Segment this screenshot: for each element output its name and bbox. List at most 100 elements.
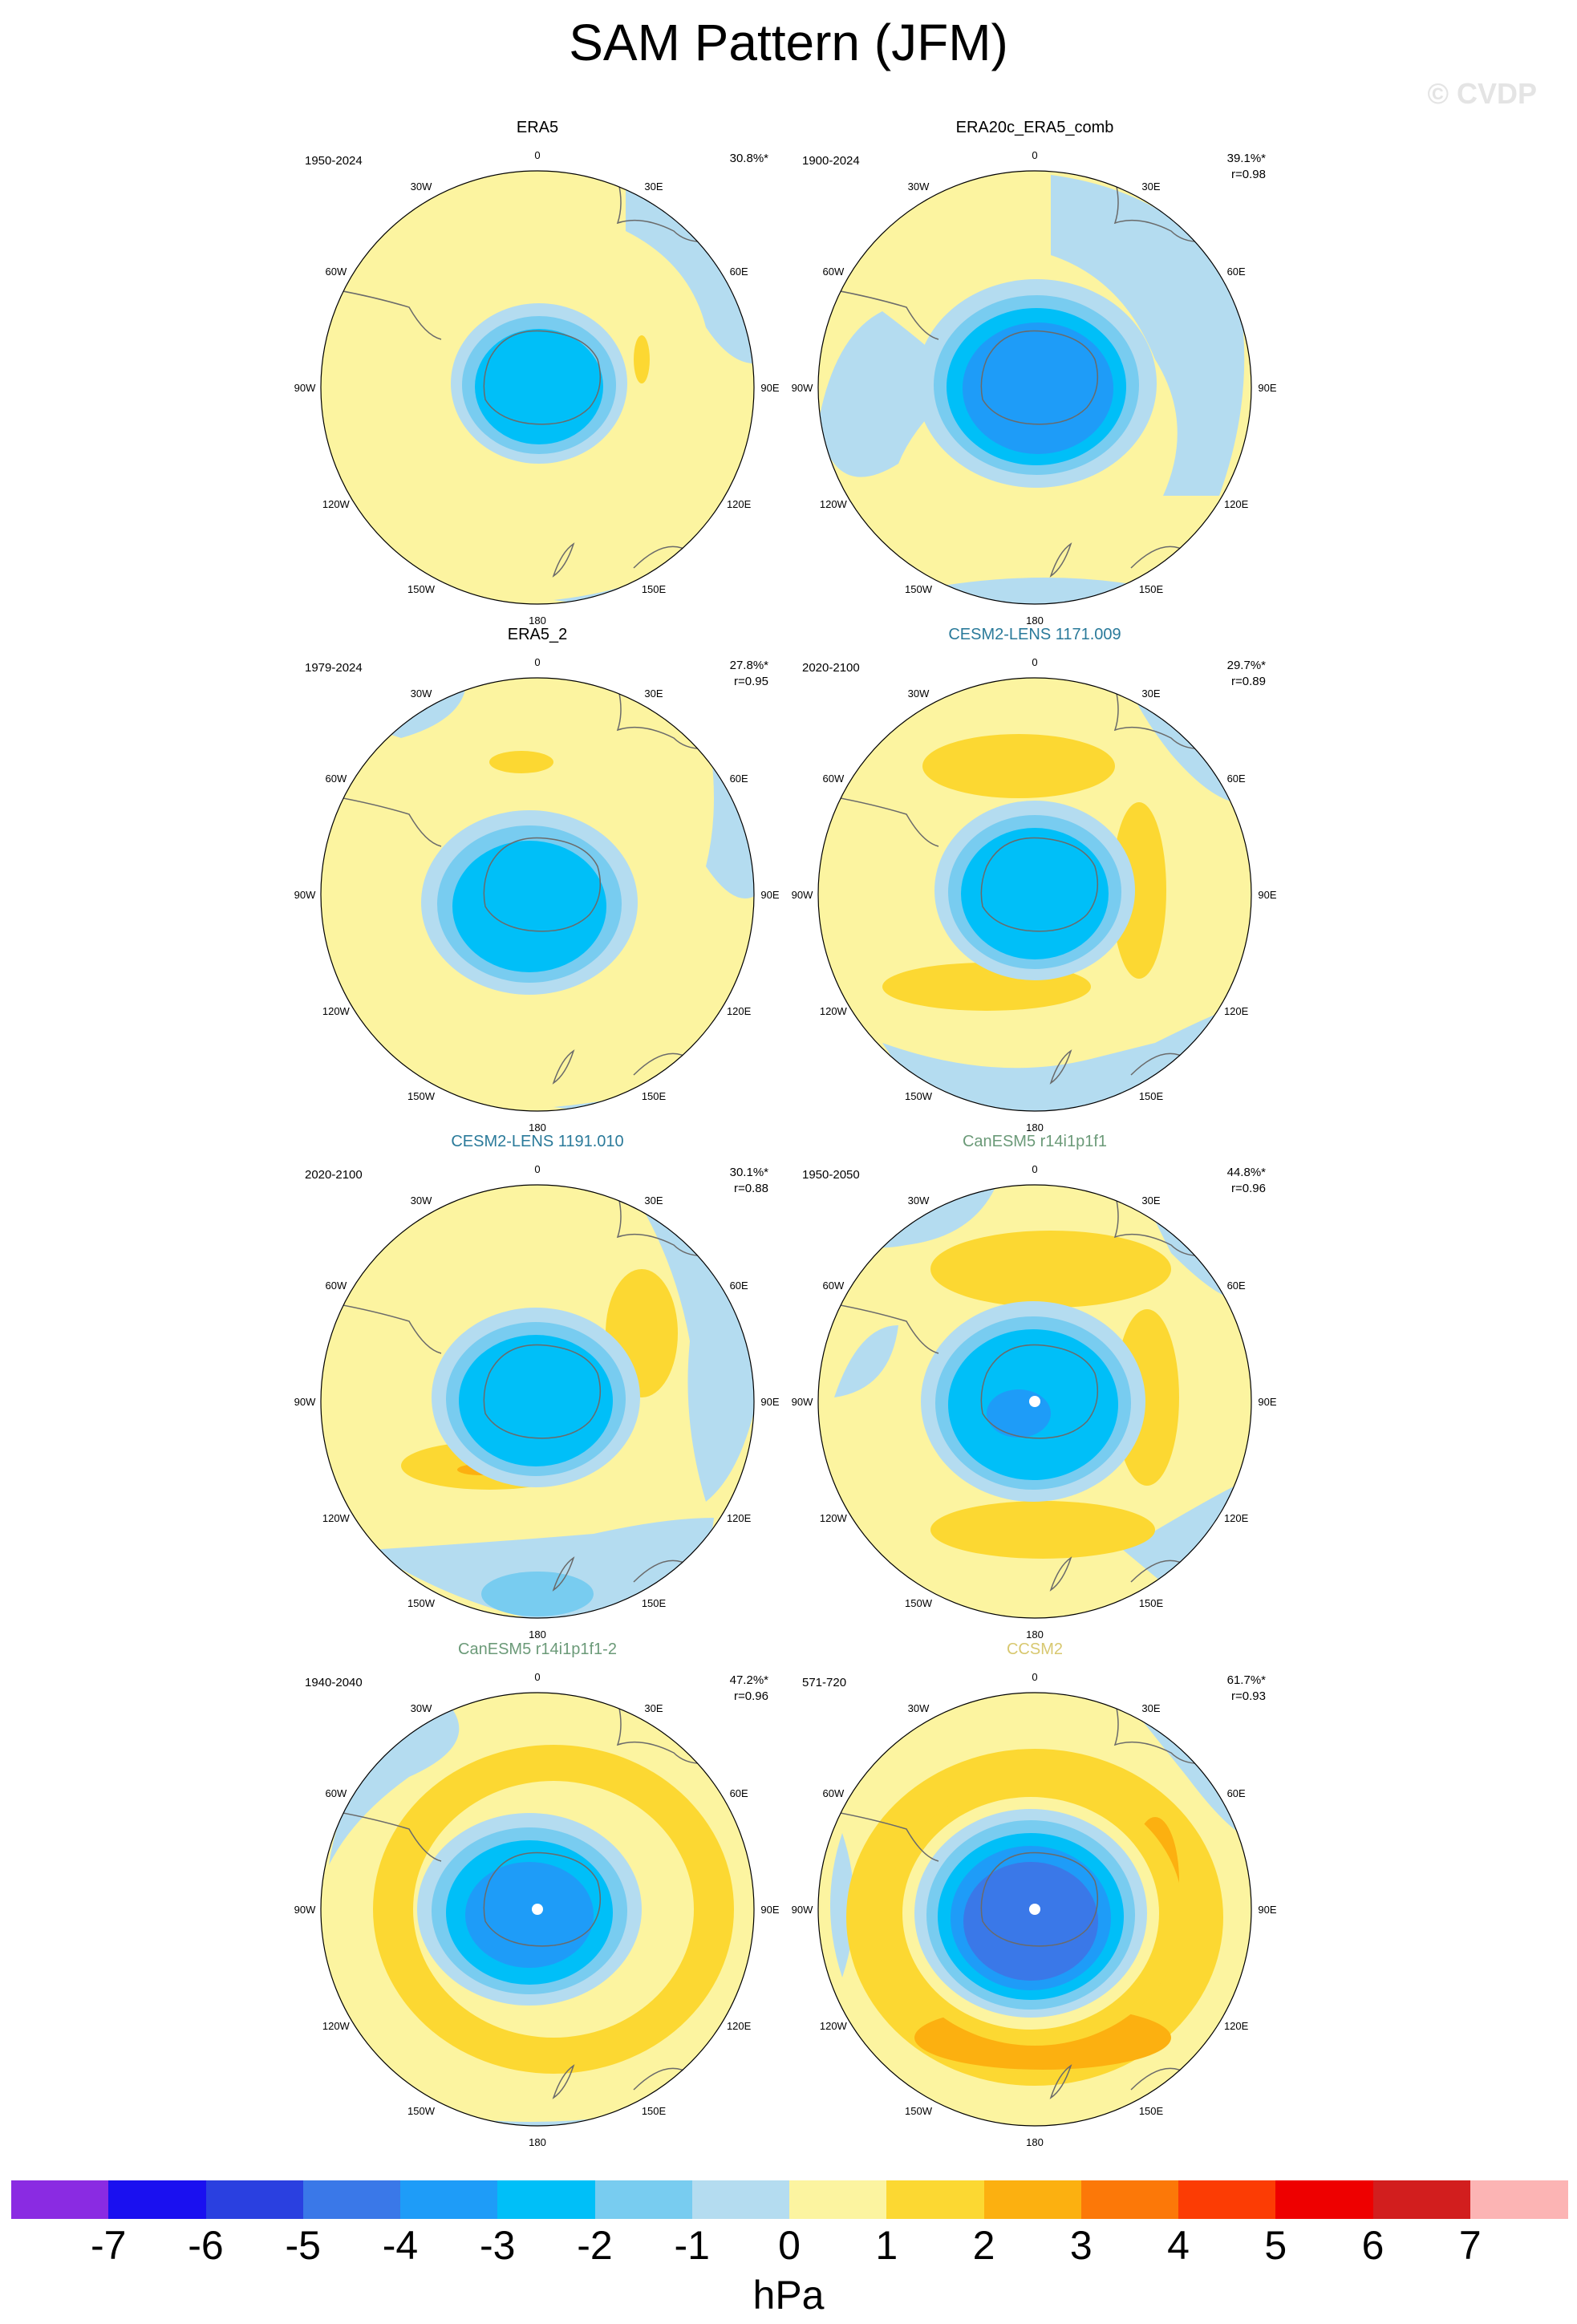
map-boundary xyxy=(320,677,755,1112)
panel-variance-correlation: 47.2%* r=0.96 xyxy=(730,1673,768,1705)
longitude-label: 120W xyxy=(322,2020,351,2032)
longitude-label: 30W xyxy=(411,1194,432,1207)
panel-period: 571-720 xyxy=(802,1676,847,1689)
pattern-correlation: r=0.88 xyxy=(734,1182,768,1195)
colorbar-swatch xyxy=(886,2180,984,2219)
south-america-coastline xyxy=(818,286,939,340)
longitude-label: 120E xyxy=(727,1512,752,1524)
antarctica-coastline xyxy=(980,837,1099,932)
polar-map: 0 30E 60E 90E 120E 150E 180 150W 120W 90W 60W 30W xyxy=(294,656,780,1134)
map-panel: 0 30E 60E 90E 120E 150E 180 150W 120W 90W 60W 30W CC… xyxy=(786,1641,1283,2148)
variance-explained: 39.1%* xyxy=(1226,152,1266,165)
panel-title: CanESM5 r14i1p1f1 xyxy=(962,1133,1108,1150)
contour-region xyxy=(1123,1486,1235,1590)
colorbar-swatch xyxy=(1080,2180,1179,2219)
longitude-label: 60W xyxy=(822,773,844,785)
longitude-label: 150E xyxy=(642,2105,667,2117)
longitude-label: 180 xyxy=(1026,1121,1044,1134)
longitude-label: 90E xyxy=(1258,1904,1276,1916)
pattern-correlation: r=0.95 xyxy=(734,675,768,688)
polar-map: 0 30E 60E 90E 120E 150E 180 150W 120W 90W 60W 30W xyxy=(792,1163,1277,1641)
contour-region xyxy=(930,1501,1155,1559)
africa-coastline xyxy=(1110,1693,1220,1765)
colorbar-tick-label: -1 xyxy=(674,2223,710,2268)
longitude-label: 60E xyxy=(1227,1787,1246,1799)
africa-coastline xyxy=(613,171,723,243)
longitude-label: 30E xyxy=(1141,1702,1160,1714)
longitude-label: 30W xyxy=(908,180,930,193)
contour-region xyxy=(963,1862,1098,1981)
longitude-label: 60E xyxy=(1227,266,1246,278)
map-panel: 0 30E 60E 90E 120E 150E 180 150W 120W 90W 60W 30W CE… xyxy=(289,1133,786,1641)
south-america-coastline xyxy=(818,793,939,847)
longitude-label: 120W xyxy=(820,498,848,510)
antarctica-coastline xyxy=(483,330,602,425)
contour-region xyxy=(930,1231,1171,1308)
panel-period: 2020-2100 xyxy=(802,661,860,675)
panel-variance-correlation: 30.1%* r=0.88 xyxy=(730,1165,768,1197)
colorbar-swatch xyxy=(11,2180,109,2219)
colorbar-tick-label: 6 xyxy=(1361,2223,1384,2268)
longitude-label: 90E xyxy=(760,1396,779,1408)
new-zealand-coastline xyxy=(552,2064,575,2099)
longitude-label: 60E xyxy=(1227,773,1246,785)
longitude-label: 150W xyxy=(407,2105,436,2117)
longitude-label: 60W xyxy=(822,1787,844,1799)
longitude-label: 120W xyxy=(820,2020,848,2032)
longitude-label: 150W xyxy=(905,583,933,595)
variance-explained: 47.2%* xyxy=(729,1673,768,1687)
panel-period: 1950-2024 xyxy=(305,154,363,168)
map-panel: 0 30E 60E 90E 120E 150E 180 150W 120W 90W 60W 30W ER… xyxy=(786,119,1283,627)
longitude-label: 60W xyxy=(822,1280,844,1292)
colorbar-swatch xyxy=(108,2180,206,2219)
longitude-label: 60W xyxy=(822,266,844,278)
colorbar-swatch xyxy=(789,2180,887,2219)
longitude-label: 150E xyxy=(1139,1597,1164,1609)
longitude-label: 60E xyxy=(730,1280,748,1292)
longitude-label: 90E xyxy=(760,1904,779,1916)
longitude-label: 150W xyxy=(407,1597,436,1609)
longitude-label: 0 xyxy=(1032,1671,1037,1683)
longitude-label: 30E xyxy=(1141,1194,1160,1207)
panel-title: ERA20c_ERA5_comb xyxy=(955,119,1114,136)
contour-region xyxy=(987,1389,1051,1438)
colorbar-tick-label: 7 xyxy=(1458,2223,1482,2268)
map-boundary xyxy=(817,1692,1252,2127)
longitude-label: 30E xyxy=(1141,180,1160,193)
longitude-label: 150E xyxy=(642,1090,667,1102)
new-zealand-coastline xyxy=(1049,2064,1072,2099)
polar-map: 0 30E 60E 90E 120E 150E 180 150W 120W 90W 60W 30W xyxy=(294,1163,780,1641)
pole-marker xyxy=(532,1904,543,1915)
africa-coastline xyxy=(1110,678,1220,750)
longitude-label: 180 xyxy=(529,1628,546,1641)
contour-region xyxy=(465,1862,594,1968)
colorbar-swatch xyxy=(1178,2180,1276,2219)
longitude-label: 180 xyxy=(529,2136,546,2148)
colorbar-swatch xyxy=(594,2180,693,2219)
panel-period: 1940-2040 xyxy=(305,1676,363,1689)
africa-coastline xyxy=(613,1693,723,1765)
longitude-label: 150E xyxy=(1139,1090,1164,1102)
variance-explained: 61.7%* xyxy=(1226,1673,1266,1687)
map-boundary xyxy=(817,1184,1252,1619)
longitude-label: 150W xyxy=(407,583,436,595)
pattern-correlation: r=0.96 xyxy=(734,1689,768,1703)
longitude-label: 150E xyxy=(1139,583,1164,595)
longitude-label: 120E xyxy=(1224,1512,1249,1524)
contour-region xyxy=(634,335,650,383)
longitude-label: 90E xyxy=(1258,382,1276,394)
contour-region xyxy=(489,751,553,773)
africa-coastline xyxy=(1110,171,1220,243)
longitude-label: 0 xyxy=(534,149,540,161)
longitude-label: 180 xyxy=(1026,1628,1044,1641)
africa-coastline xyxy=(613,678,723,750)
colorbar-tick-label: 2 xyxy=(972,2223,995,2268)
panel-title: CCSM2 xyxy=(1006,1641,1063,1658)
longitude-label: 90E xyxy=(1258,889,1276,901)
colorbar-tick-label: 3 xyxy=(1069,2223,1093,2268)
longitude-label: 120E xyxy=(1224,2020,1249,2032)
longitude-label: 120E xyxy=(727,2020,752,2032)
longitude-label: 120W xyxy=(322,498,351,510)
longitude-label: 120W xyxy=(820,1512,848,1524)
new-zealand-coastline xyxy=(1049,1049,1072,1085)
